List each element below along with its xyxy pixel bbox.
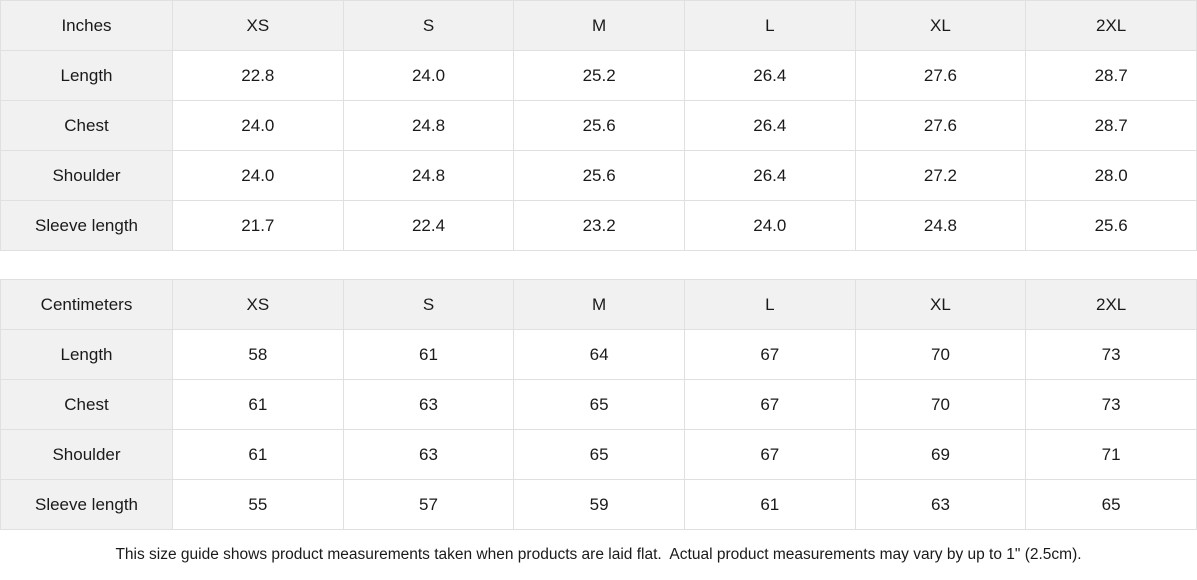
measurement-value-cell: 65 [1025,479,1197,530]
measurement-value-cell: 24.8 [342,100,515,151]
table-row: Chest 61 63 65 67 70 73 [0,379,1197,430]
table-row: Sleeve length 21.7 22.4 23.2 24.0 24.8 25.6 [0,200,1197,251]
measurement-value-cell: 67 [683,429,856,480]
measurement-value-cell: 69 [854,429,1027,480]
header-row: Inches XS S M L XL 2XL [0,0,1197,51]
measurement-value-cell: 22.4 [342,200,515,251]
centimeters-size-table: Centimeters XS S M L XL 2XL Length 58 61 64 67 70 73 C… [0,279,1197,530]
measurement-value-cell: 57 [342,479,515,530]
measurement-label-cell: Sleeve length [0,479,173,530]
measurement-value-cell: 25.2 [513,50,685,101]
measurement-value-cell: 67 [683,379,856,430]
table-gap [0,251,1197,279]
unit-label-cell: Centimeters [0,279,173,330]
measurement-value-cell: 27.6 [854,50,1027,101]
measurement-value-cell: 73 [1025,379,1197,430]
measurement-label-cell: Length [0,50,173,101]
size-header-cell: S [342,279,515,330]
measurement-value-cell: 24.8 [854,200,1027,251]
measurement-value-cell: 28.0 [1025,150,1197,201]
measurement-value-cell: 27.6 [854,100,1027,151]
measurement-value-cell: 65 [513,379,685,430]
unit-label-cell: Inches [0,0,173,51]
measurement-value-cell: 28.7 [1025,50,1197,101]
inches-size-table: Inches XS S M L XL 2XL Length 22.8 24.0 25.2 26.4 27… [0,0,1197,251]
size-header-cell: L [683,0,856,51]
table-row: Shoulder 61 63 65 67 69 71 [0,429,1197,480]
measurement-value-cell: 26.4 [683,100,856,151]
measurement-value-cell: 71 [1025,429,1197,480]
measurement-value-cell: 24.0 [172,150,344,201]
measurement-value-cell: 61 [683,479,856,530]
measurement-value-cell: 26.4 [683,50,856,101]
measurement-value-cell: 64 [513,329,685,380]
measurement-value-cell: 63 [342,429,515,480]
header-row: Centimeters XS S M L XL 2XL [0,279,1197,330]
size-header-cell: S [342,0,515,51]
measurement-label-cell: Shoulder [0,150,173,201]
measurement-label-cell: Shoulder [0,429,173,480]
measurement-value-cell: 65 [513,429,685,480]
measurement-value-cell: 25.6 [513,100,685,151]
measurement-value-cell: 59 [513,479,685,530]
measurement-label-cell: Length [0,329,173,380]
table-row: Length 58 61 64 67 70 73 [0,329,1197,380]
measurement-value-cell: 26.4 [683,150,856,201]
measurement-value-cell: 25.6 [1025,200,1197,251]
size-header-cell: XS [172,279,344,330]
size-header-cell: L [683,279,856,330]
measurement-value-cell: 58 [172,329,344,380]
measurement-value-cell: 24.0 [342,50,515,101]
measurement-value-cell: 23.2 [513,200,685,251]
measurement-value-cell: 24.0 [172,100,344,151]
measurement-label-cell: Sleeve length [0,200,173,251]
measurement-value-cell: 61 [342,329,515,380]
size-header-cell: M [513,279,685,330]
size-header-cell: XS [172,0,344,51]
measurement-value-cell: 24.0 [683,200,856,251]
measurement-value-cell: 63 [342,379,515,430]
measurement-value-cell: 70 [854,379,1027,430]
size-header-cell: XL [854,0,1027,51]
size-header-cell: M [513,0,685,51]
measurement-value-cell: 55 [172,479,344,530]
measurement-value-cell: 61 [172,379,344,430]
measurement-value-cell: 63 [854,479,1027,530]
table-row: Chest 24.0 24.8 25.6 26.4 27.6 28.7 [0,100,1197,151]
measurement-value-cell: 61 [172,429,344,480]
table-row: Shoulder 24.0 24.8 25.6 26.4 27.2 28.0 [0,150,1197,201]
size-header-cell: 2XL [1025,0,1197,51]
measurement-value-cell: 25.6 [513,150,685,201]
size-header-cell: XL [854,279,1027,330]
measurement-value-cell: 28.7 [1025,100,1197,151]
measurement-value-cell: 27.2 [854,150,1027,201]
size-guide-note: This size guide shows product measuremen… [0,530,1197,580]
measurement-label-cell: Chest [0,379,173,430]
measurement-value-cell: 24.8 [342,150,515,201]
measurement-value-cell: 70 [854,329,1027,380]
measurement-value-cell: 67 [683,329,856,380]
size-header-cell: 2XL [1025,279,1197,330]
measurement-label-cell: Chest [0,100,173,151]
measurement-value-cell: 73 [1025,329,1197,380]
table-row: Sleeve length 55 57 59 61 63 65 [0,479,1197,530]
table-row: Length 22.8 24.0 25.2 26.4 27.6 28.7 [0,50,1197,101]
measurement-value-cell: 22.8 [172,50,344,101]
measurement-value-cell: 21.7 [172,200,344,251]
